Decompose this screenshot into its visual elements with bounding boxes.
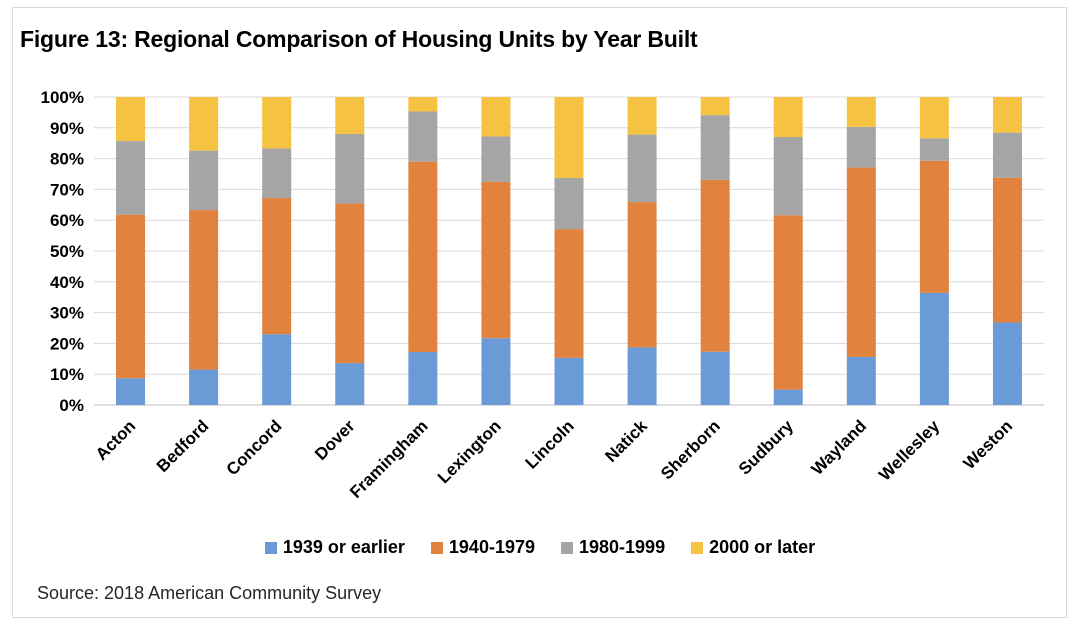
source-note: Source: 2018 American Community Survey xyxy=(37,583,382,603)
bar-segment xyxy=(335,97,365,134)
x-tick-label: Sherborn xyxy=(657,416,724,483)
bar-segment xyxy=(627,97,657,135)
x-tick-label: Concord xyxy=(223,416,286,479)
bar-segment xyxy=(992,97,1022,133)
y-tick-label: 40% xyxy=(50,273,84,292)
legend-swatch xyxy=(691,541,704,554)
bar-segment xyxy=(335,363,365,405)
bar-segment xyxy=(189,150,219,211)
x-tick-label: Sudbury xyxy=(735,416,798,479)
bar-segment xyxy=(408,352,438,405)
bar-segment xyxy=(554,229,584,358)
bar-segment xyxy=(700,97,730,116)
bar-segment xyxy=(846,126,876,168)
bar-segment xyxy=(554,97,584,179)
y-tick-label: 50% xyxy=(50,242,84,261)
x-tick-label: Lexington xyxy=(434,416,505,487)
bar-segment xyxy=(773,215,803,390)
bar-segment xyxy=(335,133,365,204)
bar-stacks xyxy=(116,97,1022,405)
y-tick-label: 100% xyxy=(41,88,84,107)
bar-segment xyxy=(408,161,438,353)
legend-label: 1940-1979 xyxy=(448,537,535,557)
y-tick-label: 0% xyxy=(59,396,84,415)
bar-segment xyxy=(846,97,876,127)
bar-segment xyxy=(992,132,1022,178)
bar-segment xyxy=(262,97,292,149)
y-tick-label: 80% xyxy=(50,150,84,169)
y-tick-label: 90% xyxy=(50,119,84,138)
bar-segment xyxy=(627,134,657,203)
bar-segment xyxy=(919,97,949,139)
bar-segment xyxy=(335,203,365,364)
bar-segment xyxy=(700,351,730,405)
x-tick-label: Lincoln xyxy=(522,416,578,472)
y-tick-label: 10% xyxy=(50,365,84,384)
y-tick-label: 60% xyxy=(50,211,84,230)
x-tick-label: Dover xyxy=(311,416,359,464)
bar-segment xyxy=(116,97,146,142)
bar-segment xyxy=(773,137,803,216)
bar-segment xyxy=(481,97,511,137)
legend-swatch xyxy=(264,541,277,554)
y-tick-label: 20% xyxy=(50,334,84,353)
bar-segment xyxy=(627,347,657,405)
bar-segment xyxy=(846,356,876,405)
bar-segment xyxy=(189,210,219,370)
bar-segment xyxy=(408,97,438,112)
chart-title: Figure 13: Regional Comparison of Housin… xyxy=(20,26,698,52)
bar-segment xyxy=(262,198,292,335)
bar-segment xyxy=(919,138,949,161)
x-tick-label: Wayland xyxy=(808,416,870,478)
bar-segment xyxy=(992,177,1022,323)
bar-segment xyxy=(554,178,584,230)
x-tick-label: Wellesley xyxy=(875,416,943,484)
y-tick-label: 70% xyxy=(50,180,84,199)
bar-segment xyxy=(846,167,876,357)
bar-segment xyxy=(919,292,949,405)
bar-segment xyxy=(554,357,584,405)
bar-segment xyxy=(116,141,146,215)
legend-swatch xyxy=(430,541,443,554)
legend-label: 2000 or later xyxy=(709,537,816,557)
bar-segment xyxy=(700,179,730,352)
x-tick-label: Weston xyxy=(960,416,1017,473)
bar-segment xyxy=(773,389,803,405)
x-tick-label: Bedford xyxy=(153,416,213,476)
legend-label: 1939 or earlier xyxy=(282,537,405,557)
x-tick-label: Natick xyxy=(601,416,651,466)
legend-item: 1940-1979 xyxy=(430,537,535,558)
bar-segment xyxy=(262,148,292,199)
legend-label: 1980-1999 xyxy=(579,537,666,557)
bar-segment xyxy=(919,160,949,293)
bar-segment xyxy=(992,322,1022,405)
bar-segment xyxy=(773,97,803,138)
bar-segment xyxy=(481,136,511,182)
bar-segment xyxy=(189,369,219,405)
bar-segment xyxy=(481,338,511,405)
bar-segment xyxy=(627,202,657,348)
bar-segment xyxy=(116,378,146,405)
legend-item: 2000 or later xyxy=(691,537,815,558)
bar-segment xyxy=(408,111,438,162)
y-tick-label: 30% xyxy=(50,304,84,323)
x-tick-label: Acton xyxy=(92,416,139,463)
legend-swatch xyxy=(561,541,573,554)
legend-item: 1939 or earlier xyxy=(264,537,405,558)
bar-segment xyxy=(116,214,146,379)
x-tick-label: Framingham xyxy=(346,416,432,502)
legend-item: 1980-1999 xyxy=(561,537,665,558)
bar-segment xyxy=(262,334,292,405)
bar-segment xyxy=(189,97,219,151)
bar-segment xyxy=(481,181,511,339)
legend: 1939 or earlier 1940-1979 1980-1999 2000 or… xyxy=(0,537,1080,558)
y-axis-ticks: 0% 10% 20% 30% 40% 50% 60% 70% 80% 90% 100% xyxy=(41,88,84,415)
bar-segment xyxy=(700,115,730,180)
